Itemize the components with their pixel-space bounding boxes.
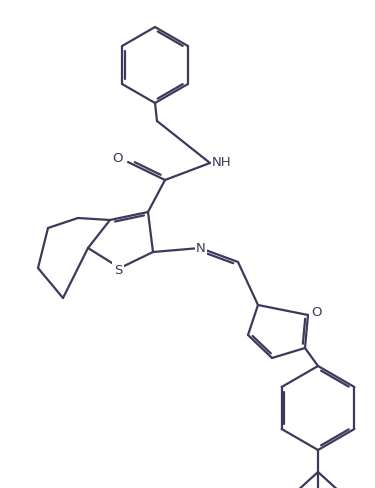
Text: NH: NH xyxy=(212,157,232,169)
Text: O: O xyxy=(311,306,321,320)
Text: S: S xyxy=(114,264,122,277)
Text: O: O xyxy=(112,152,123,165)
Text: N: N xyxy=(196,242,206,255)
